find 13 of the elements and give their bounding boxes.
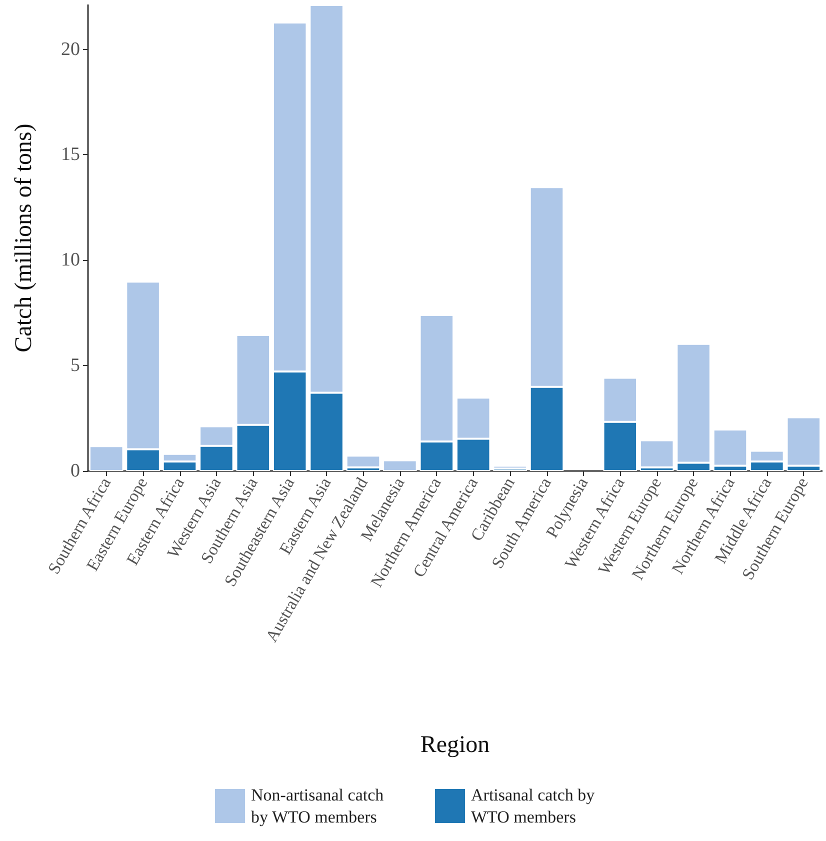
y-tick-label: 20 — [61, 38, 80, 60]
y-tick-label: 15 — [61, 144, 80, 166]
legend-label: Non-artisanal catch by WTO members — [251, 786, 388, 826]
y-tick-label: 5 — [70, 355, 80, 376]
bar — [640, 440, 674, 468]
y-tick-label: 0 — [70, 460, 80, 482]
bar — [383, 460, 417, 471]
legend-label: Artisanal catch by WTO members — [471, 786, 599, 826]
y-tick-label: 10 — [61, 250, 80, 271]
y-axis-title: Catch (millions of tons) — [11, 124, 37, 352]
bar — [89, 446, 124, 471]
x-axis-title: Region — [420, 732, 490, 758]
bar — [346, 456, 380, 468]
